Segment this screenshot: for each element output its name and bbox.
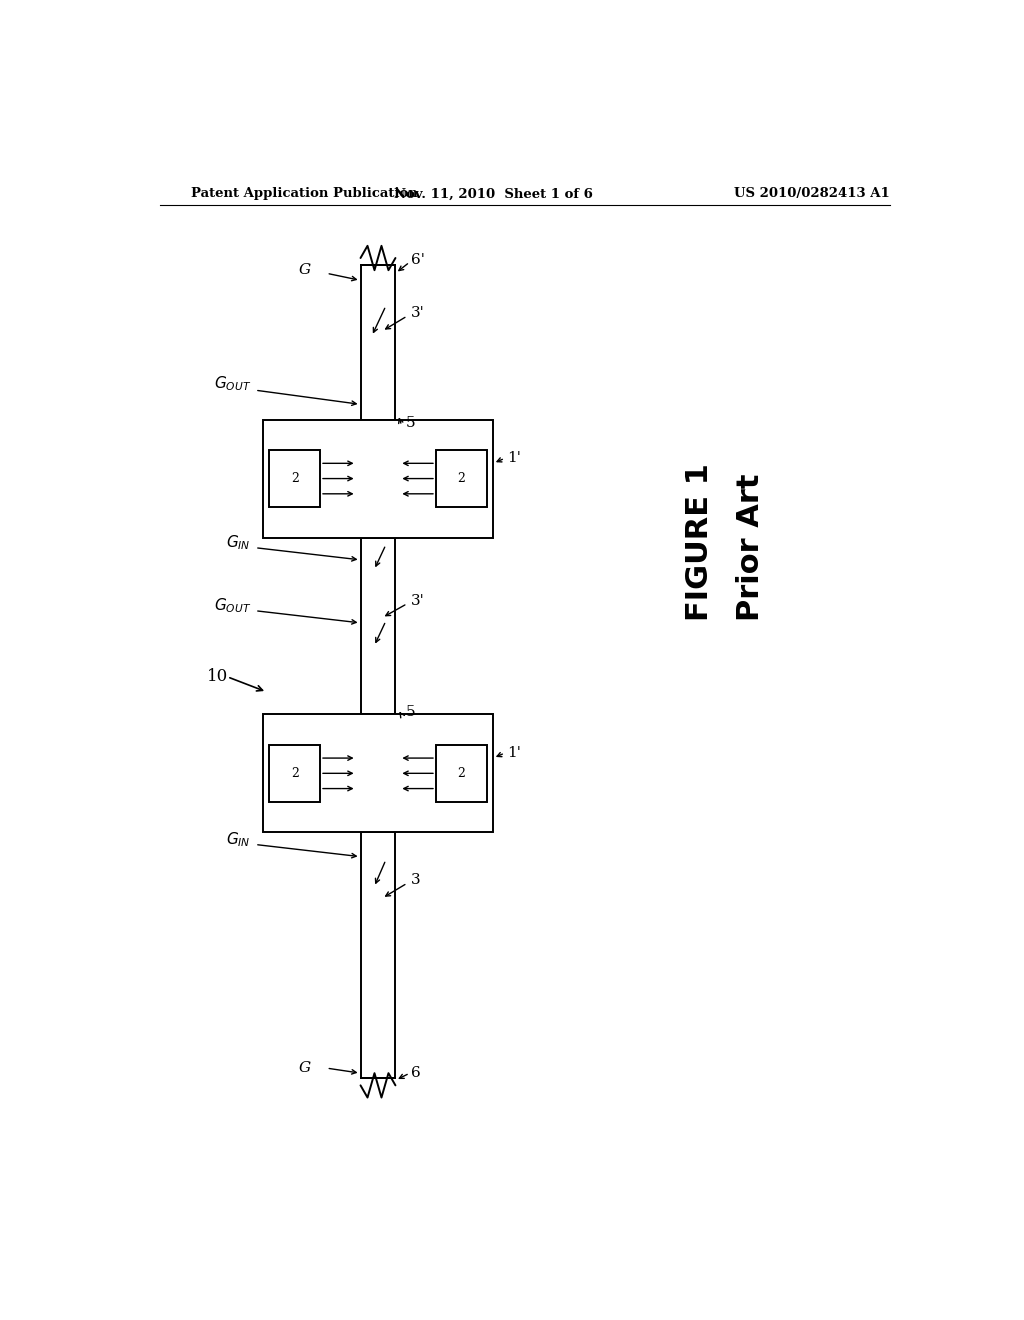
Text: Patent Application Publication: Patent Application Publication	[191, 187, 418, 201]
Text: $G_{OUT}$: $G_{OUT}$	[214, 375, 251, 393]
Text: 1': 1'	[507, 451, 521, 465]
Text: G: G	[298, 1061, 310, 1074]
Text: 10: 10	[207, 668, 228, 685]
Text: 1': 1'	[507, 746, 521, 760]
Text: 3': 3'	[412, 306, 425, 319]
Text: 2: 2	[291, 767, 299, 780]
Text: $G_{IN}$: $G_{IN}$	[226, 830, 251, 849]
Text: $G_{IN}$: $G_{IN}$	[226, 533, 251, 552]
Bar	[263, 420, 494, 537]
Text: US 2010/0282413 A1: US 2010/0282413 A1	[734, 187, 890, 201]
Text: 3: 3	[412, 873, 421, 887]
Text: 5: 5	[406, 416, 416, 430]
Bar	[269, 744, 321, 801]
Text: 6: 6	[412, 1067, 421, 1080]
Text: Nov. 11, 2010  Sheet 1 of 6: Nov. 11, 2010 Sheet 1 of 6	[393, 187, 593, 201]
Text: FIGURE 1: FIGURE 1	[685, 463, 714, 620]
Bar	[436, 744, 486, 801]
Bar	[360, 537, 395, 714]
Bar	[269, 450, 321, 507]
Text: 2: 2	[458, 767, 465, 780]
Text: $G_{OUT}$: $G_{OUT}$	[214, 597, 251, 615]
Text: 6': 6'	[412, 253, 425, 267]
Text: G: G	[298, 263, 310, 277]
Bar	[263, 714, 494, 833]
Bar	[360, 833, 395, 1078]
Text: 3': 3'	[412, 594, 425, 607]
Text: 2: 2	[291, 473, 299, 484]
Text: Prior Art: Prior Art	[736, 474, 766, 620]
Text: 2: 2	[458, 473, 465, 484]
Bar	[436, 450, 486, 507]
Bar	[360, 265, 395, 420]
Text: 5: 5	[406, 705, 416, 719]
